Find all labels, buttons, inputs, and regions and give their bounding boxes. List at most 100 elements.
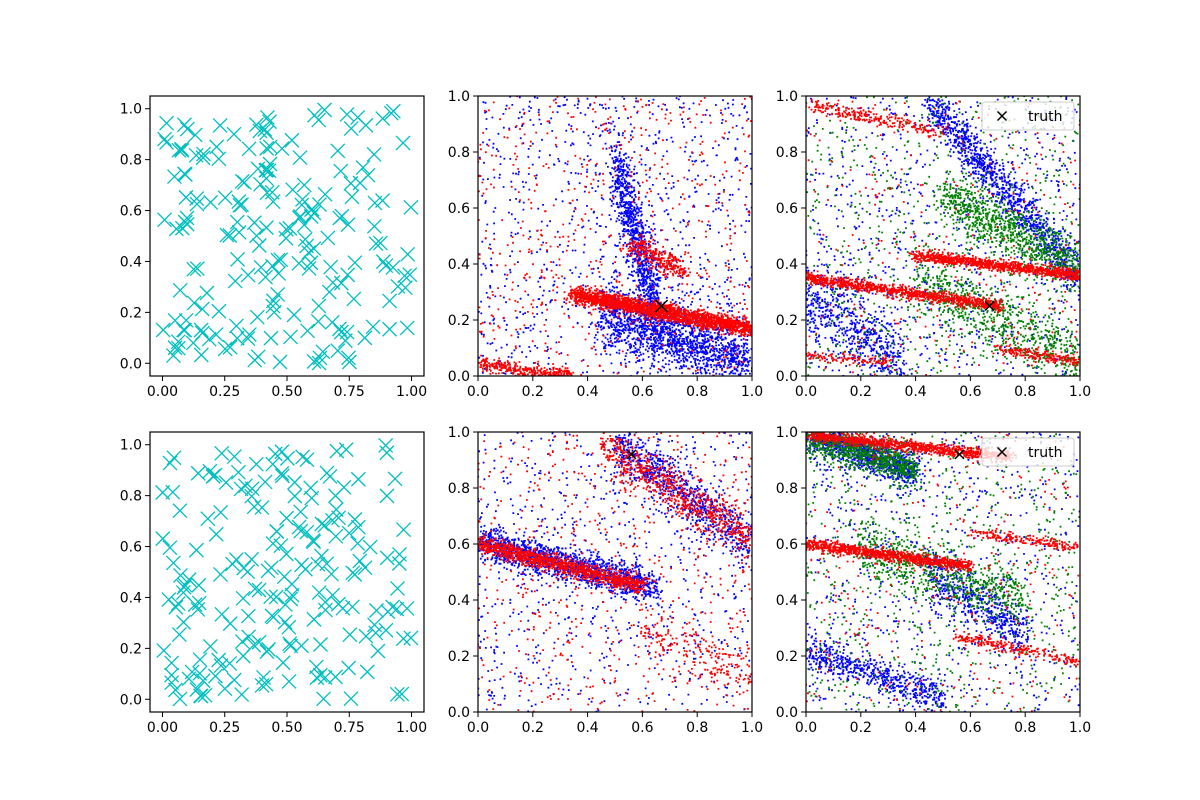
data-point bbox=[312, 667, 328, 683]
data-point bbox=[217, 190, 233, 206]
y-tick-label: 0.4 bbox=[448, 257, 470, 273]
data-point bbox=[283, 638, 299, 654]
data-point bbox=[261, 641, 276, 657]
data-point bbox=[292, 210, 307, 226]
subplot-row1-col0: 0.00 0.25 0.50 0.75 1.00 0.0 0.2 0.4 0.6 0.8 1.0 bbox=[120, 431, 427, 736]
data-point bbox=[203, 194, 219, 210]
y-tick-label: 0.2 bbox=[120, 305, 142, 321]
data-point bbox=[294, 197, 310, 213]
data-point bbox=[314, 516, 330, 532]
data-point bbox=[171, 627, 187, 642]
x-tick-label: 0.00 bbox=[147, 384, 178, 400]
data-point bbox=[293, 638, 309, 654]
data-point bbox=[229, 214, 245, 230]
x-tick-label: 0.8 bbox=[1014, 384, 1036, 400]
data-point bbox=[339, 106, 355, 122]
data-point bbox=[379, 550, 395, 566]
data-point bbox=[311, 197, 327, 212]
data-point bbox=[236, 174, 252, 190]
data-point bbox=[317, 102, 333, 118]
data-point bbox=[155, 322, 171, 338]
y-tick-label: 0.6 bbox=[776, 537, 798, 553]
y-tick-label: 0.2 bbox=[776, 649, 798, 665]
plot-area bbox=[478, 96, 752, 376]
plot-area bbox=[806, 432, 1080, 712]
data-point bbox=[390, 580, 405, 596]
data-point bbox=[264, 184, 280, 200]
data-point bbox=[358, 628, 374, 644]
data-point bbox=[260, 563, 276, 579]
plot-area bbox=[155, 438, 419, 707]
x-tick-label: 0.8 bbox=[686, 720, 708, 736]
series-green-points bbox=[806, 96, 1080, 376]
data-point bbox=[246, 215, 262, 231]
data-point bbox=[400, 246, 416, 262]
axes-frame bbox=[477, 95, 753, 377]
data-point bbox=[188, 542, 204, 558]
data-point bbox=[365, 319, 381, 335]
data-point bbox=[399, 600, 415, 616]
data-point bbox=[303, 209, 319, 224]
data-point bbox=[402, 267, 418, 283]
data-point bbox=[209, 139, 225, 155]
data-point bbox=[241, 629, 257, 645]
y-tick-label: 1.0 bbox=[120, 438, 142, 454]
data-point bbox=[251, 582, 267, 598]
data-point bbox=[230, 464, 246, 480]
data-point bbox=[176, 614, 191, 630]
data-point bbox=[230, 251, 246, 267]
data-point bbox=[395, 631, 411, 647]
data-point bbox=[350, 519, 366, 535]
data-point bbox=[328, 502, 344, 517]
x-tick-label: 1.00 bbox=[396, 720, 427, 736]
y-tick-label: 0.8 bbox=[448, 145, 470, 161]
data-point bbox=[265, 456, 281, 472]
data-point bbox=[259, 109, 275, 125]
data-point bbox=[185, 335, 201, 351]
data-point bbox=[352, 553, 368, 569]
y-tick-label: 0.6 bbox=[776, 201, 798, 217]
y-tick-label: 0.0 bbox=[776, 705, 798, 721]
x-tick-label: 0.0 bbox=[467, 720, 489, 736]
data-point bbox=[317, 602, 333, 618]
x-tick-label: 1.0 bbox=[741, 720, 763, 736]
x-tick-label: 1.0 bbox=[1069, 720, 1091, 736]
data-point bbox=[184, 664, 200, 680]
data-point bbox=[347, 255, 363, 271]
x-tick-label: 0.50 bbox=[271, 384, 302, 400]
data-point bbox=[342, 627, 358, 643]
data-point bbox=[244, 551, 260, 567]
y-tick-label: 0.0 bbox=[120, 356, 142, 372]
data-point bbox=[399, 320, 415, 336]
data-point bbox=[249, 228, 265, 244]
data-point bbox=[385, 103, 401, 119]
data-point bbox=[310, 314, 326, 329]
data-point bbox=[177, 322, 193, 338]
data-point bbox=[327, 669, 343, 685]
y-tick-label: 0.6 bbox=[120, 204, 142, 220]
data-point bbox=[284, 132, 300, 148]
y-tick-label: 0.6 bbox=[120, 540, 142, 556]
data-point bbox=[162, 540, 178, 556]
data-point bbox=[263, 330, 279, 346]
data-point bbox=[159, 115, 175, 131]
data-point bbox=[328, 488, 343, 504]
data-point bbox=[155, 531, 171, 547]
legend: truth bbox=[981, 437, 1075, 467]
data-point bbox=[217, 341, 233, 357]
data-point bbox=[187, 597, 203, 613]
data-point bbox=[322, 468, 338, 484]
x-tick-label: 1.0 bbox=[741, 384, 763, 400]
data-point bbox=[186, 295, 202, 311]
data-point bbox=[251, 634, 267, 650]
x-tick-label: 0.75 bbox=[334, 384, 365, 400]
data-point bbox=[293, 504, 309, 520]
data-point bbox=[194, 301, 210, 317]
data-point bbox=[310, 556, 326, 572]
data-point bbox=[231, 194, 247, 210]
data-point bbox=[187, 127, 203, 143]
data-point bbox=[164, 675, 180, 691]
data-point bbox=[193, 347, 209, 363]
subplot-row0-col1: 0.0 0.2 0.4 0.6 0.8 1.0 0.0 0.2 0.4 0.6 0.8 1.0 bbox=[448, 89, 763, 400]
